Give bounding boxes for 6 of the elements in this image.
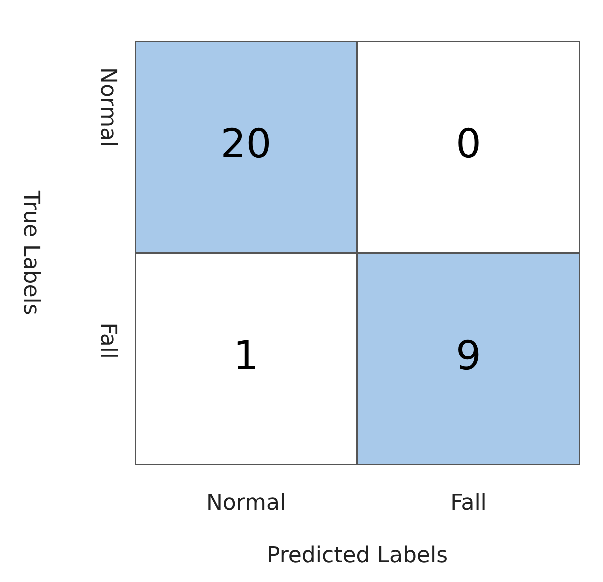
data-label: 9 (456, 333, 482, 380)
data-label: 20 (220, 122, 272, 168)
data-label: 1 (234, 333, 259, 380)
x-axis-title: Predicted Labels (266, 544, 448, 569)
data-label: 0 (456, 122, 482, 168)
y-axis-title: True Labels (18, 190, 44, 316)
